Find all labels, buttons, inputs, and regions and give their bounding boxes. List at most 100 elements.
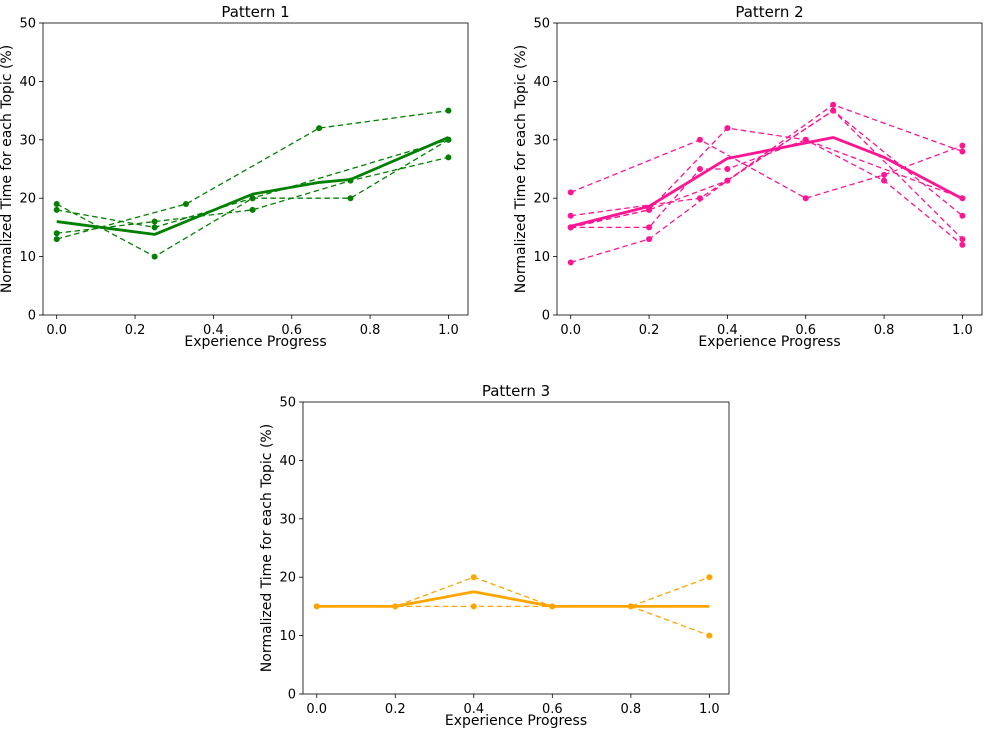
series-point (724, 125, 731, 132)
y-tick-label: 20 (279, 571, 296, 586)
mean-line (316, 590, 710, 608)
series-point (696, 166, 703, 172)
y-tick-label: 50 (279, 396, 296, 411)
plot-frame (302, 401, 730, 695)
y-tick-label: 30 (19, 133, 36, 148)
series-line-3 (570, 109, 963, 240)
series-point (959, 142, 966, 149)
plot-frame (42, 22, 469, 316)
series-point (567, 212, 574, 219)
series-point (445, 107, 452, 114)
x-tick-label: 1.0 (438, 323, 459, 338)
series-point (802, 195, 809, 202)
x-tick-label: 0.4 (463, 702, 484, 717)
y-tick-label: 20 (533, 192, 550, 207)
x-tick-label: 0.6 (542, 702, 563, 717)
y-axis-label: Normalized Time for each Topic (%) (513, 45, 529, 293)
series-line-4 (56, 139, 449, 229)
series-point (959, 236, 966, 243)
series-point (151, 224, 158, 231)
series-point (646, 236, 653, 243)
x-tick-label: 1.0 (699, 702, 720, 717)
chart-title: Pattern 1 (221, 3, 289, 21)
chart-panel-3: Pattern 3 0.0 0.2 0.4 0.6 0.8 1.0 0 10 20 30 40 50 Ex… (259, 382, 730, 729)
series-point (567, 259, 574, 266)
series-point (959, 212, 966, 219)
mean-line (570, 136, 964, 228)
series-point (53, 201, 60, 208)
x-axis-label: Experience Progress (445, 713, 587, 729)
y-tick-label: 10 (533, 250, 550, 265)
y-tick-label: 20 (19, 192, 36, 207)
x-tick-label: 0.8 (874, 323, 895, 338)
series-point (470, 603, 477, 610)
y-tick-label: 0 (542, 309, 550, 324)
series-point (881, 171, 888, 178)
plot-frame (556, 22, 983, 316)
series-point (151, 253, 158, 260)
y-tick-label: 30 (279, 512, 296, 527)
y-tick-label: 0 (288, 688, 296, 703)
series-point (567, 189, 574, 196)
chart-panel-2: Pattern 2 0.0 0.2 0.4 0.6 0.8 1.0 0 10 20 30 40 50 Ex… (513, 3, 983, 350)
series-point (959, 148, 966, 155)
series-point (182, 201, 189, 208)
x-tick-label: 0.0 (46, 323, 67, 338)
series-line-1 (570, 139, 963, 199)
y-tick-label: 10 (279, 629, 296, 644)
x-tick-label: 0.6 (281, 323, 302, 338)
series-point (881, 177, 888, 184)
series-point (646, 206, 653, 213)
series-point (316, 125, 323, 132)
series-point (696, 136, 703, 143)
x-tick-label: 0.2 (385, 702, 406, 717)
series-point (151, 218, 158, 225)
y-tick-label: 40 (19, 75, 36, 90)
chart-panel-1: Pattern 1 0.0 0.2 0.4 0.6 0.8 1.0 0 10 20 30 40 50 Ex… (0, 3, 469, 350)
series-point (706, 574, 713, 581)
x-tick-label: 0.2 (125, 323, 146, 338)
series-point (724, 177, 731, 184)
series-line-2 (316, 576, 710, 608)
y-tick-label: 0 (28, 309, 36, 324)
series-line-5 (570, 139, 963, 229)
y-axis-label: Normalized Time for each Topic (%) (0, 45, 15, 293)
y-tick-label: 40 (533, 75, 550, 90)
x-tick-label: 0.4 (203, 323, 224, 338)
x-tick-label: 0.2 (639, 323, 660, 338)
x-tick-label: 0.8 (620, 702, 641, 717)
y-tick-label: 50 (19, 17, 36, 32)
series-point (347, 195, 354, 202)
series-line-1 (56, 109, 449, 240)
series-point (53, 230, 60, 237)
series-point (830, 101, 837, 108)
x-tick-label: 0.8 (360, 323, 381, 338)
y-axis-label: Normalized Time for each Topic (%) (259, 424, 275, 672)
series-point (445, 154, 452, 161)
y-tick-label: 10 (19, 250, 36, 265)
series-point (724, 166, 731, 172)
x-tick-label: 1.0 (952, 323, 973, 338)
x-tick-label: 0.6 (795, 323, 816, 338)
y-tick-label: 40 (279, 454, 296, 469)
x-axis-label: Experience Progress (698, 334, 840, 350)
x-axis-label: Experience Progress (184, 334, 326, 350)
series-point (706, 632, 713, 639)
chart-title: Pattern 2 (735, 3, 803, 21)
x-tick-label: 0.0 (306, 702, 327, 717)
series-point (249, 206, 256, 213)
mean-line (56, 136, 449, 236)
series-line-2 (570, 104, 963, 264)
series-point (830, 107, 837, 114)
series-point (959, 241, 966, 248)
series-point (646, 224, 653, 231)
y-tick-label: 50 (533, 17, 550, 32)
series-point (249, 195, 256, 202)
x-tick-label: 0.4 (717, 323, 738, 338)
series-point (53, 236, 60, 243)
chart-title: Pattern 3 (482, 382, 550, 400)
y-tick-label: 30 (533, 133, 550, 148)
series-point (696, 195, 703, 202)
series-point (470, 574, 477, 581)
